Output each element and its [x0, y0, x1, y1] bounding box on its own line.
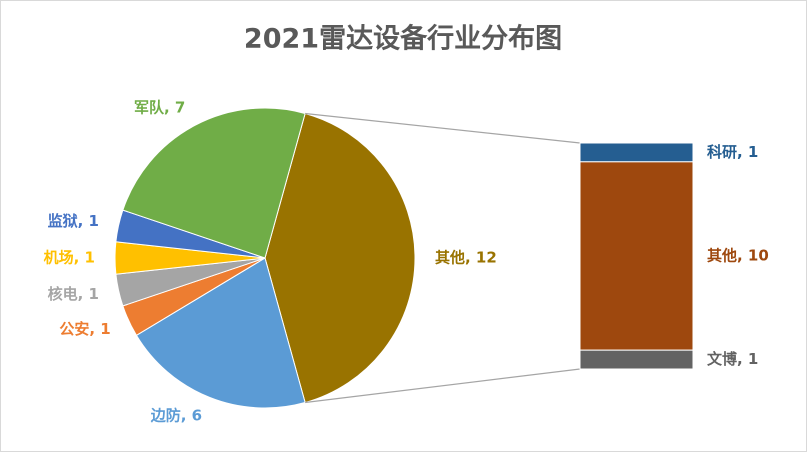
bar-segment — [579, 142, 694, 163]
data-label: 科研, 1 — [707, 143, 758, 161]
bar-segment — [579, 161, 694, 351]
data-label: 机场, 1 — [44, 249, 95, 267]
data-label: 监狱, 1 — [48, 212, 99, 230]
pie-slice — [122, 107, 306, 259]
data-label: 其他, 10 — [707, 247, 769, 265]
pie-slice — [264, 112, 416, 404]
chart-title: 2021雷达设备行业分布图 — [244, 23, 562, 55]
data-label: 核电, 1 — [48, 285, 99, 303]
data-label: 边防, 6 — [150, 406, 202, 424]
bar-segment — [579, 349, 694, 370]
connector-line — [305, 368, 581, 404]
data-label: 公安, 1 — [59, 320, 110, 338]
connector-line — [305, 112, 581, 144]
data-label: 军队, 7 — [134, 98, 185, 116]
data-label: 文博, 1 — [707, 350, 758, 368]
pie-slice — [135, 257, 306, 409]
data-label: 其他, 12 — [435, 249, 497, 267]
